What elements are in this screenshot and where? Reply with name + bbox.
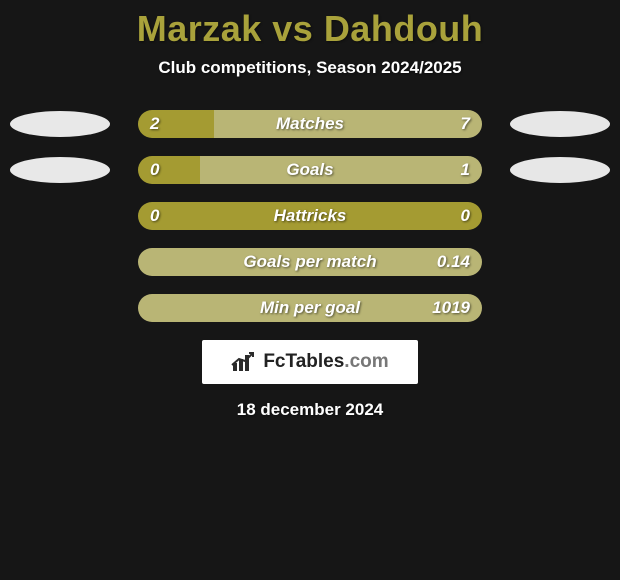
date-label: 18 december 2024 xyxy=(237,400,384,420)
player-right-marker xyxy=(510,157,610,183)
stat-row: Goals0 1 xyxy=(0,156,620,184)
stat-bar: Matches2 7 xyxy=(138,110,482,138)
player-left-marker xyxy=(10,157,110,183)
logo-text-suffix: .com xyxy=(344,351,388,372)
stat-row: Min per goal1019 xyxy=(0,294,620,322)
stat-bar: Goals0 1 xyxy=(138,156,482,184)
stat-row: Goals per match0.14 xyxy=(0,248,620,276)
stat-bar: Hattricks0 0 xyxy=(138,202,482,230)
stat-value-right: 1019 xyxy=(432,294,470,322)
stat-row: Matches2 7 xyxy=(0,110,620,138)
stat-value-left: 0 xyxy=(150,202,159,230)
stat-bar: Min per goal1019 xyxy=(138,294,482,322)
stat-value-left: 2 xyxy=(150,110,159,138)
stat-value-right: 7 xyxy=(461,110,470,138)
stat-label: Hattricks xyxy=(138,202,482,230)
site-logo: FcTables.com xyxy=(202,340,418,384)
stat-label: Matches xyxy=(138,110,482,138)
player-right-marker xyxy=(510,111,610,137)
bar-chart-icon xyxy=(231,351,257,373)
player-left-marker xyxy=(10,111,110,137)
subtitle: Club competitions, Season 2024/2025 xyxy=(158,58,461,78)
logo-text-main: FcTables xyxy=(263,351,344,372)
stat-label: Goals xyxy=(138,156,482,184)
stats-rows: Matches27Goals01Hattricks00Goals per mat… xyxy=(0,110,620,322)
stat-value-right: 1 xyxy=(461,156,470,184)
logo-text: FcTables.com xyxy=(263,351,388,373)
stat-label: Goals per match xyxy=(138,248,482,276)
page-title: Marzak vs Dahdouh xyxy=(137,8,484,50)
stat-bar: Goals per match0.14 xyxy=(138,248,482,276)
stat-value-right: 0 xyxy=(461,202,470,230)
stat-label: Min per goal xyxy=(138,294,482,322)
comparison-card: Marzak vs Dahdouh Club competitions, Sea… xyxy=(0,0,620,580)
stat-value-left: 0 xyxy=(150,156,159,184)
stat-value-right: 0.14 xyxy=(437,248,470,276)
stat-row: Hattricks0 0 xyxy=(0,202,620,230)
